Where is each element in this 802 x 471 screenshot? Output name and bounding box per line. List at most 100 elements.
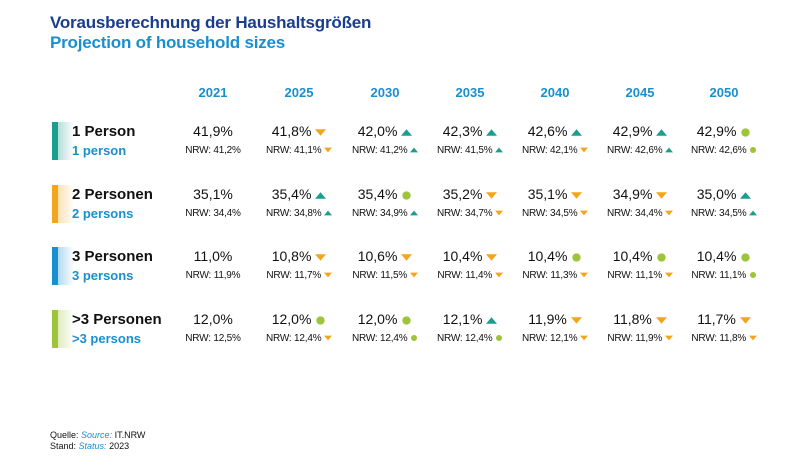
- trend-down-icon: [486, 253, 498, 261]
- nrw-trend-down-icon: [665, 210, 674, 216]
- value-cell: 42,6%: [513, 123, 597, 139]
- nrw-trend-down-icon: [580, 335, 589, 341]
- value-cell: 42,0%: [343, 123, 427, 139]
- nrw-text: NRW: 42,6%: [606, 145, 663, 156]
- nrw-trend-same-icon: [749, 272, 756, 279]
- value-text: 11,8%: [613, 311, 652, 327]
- trend-down-icon: [315, 253, 327, 261]
- year-header-2021: 2021: [198, 85, 228, 100]
- nrw-trend-up-icon: [749, 210, 758, 216]
- row-label-en: >3 persons: [72, 331, 142, 346]
- nrw-text: NRW: 11,1%: [607, 270, 663, 281]
- value-cell: 10,4%: [682, 248, 766, 264]
- value-cell: 10,8%: [257, 248, 341, 264]
- nrw-trend-down-icon: [579, 272, 588, 278]
- nrw-cell: NRW: 42,1%: [513, 145, 597, 156]
- value-text: 35,2%: [442, 186, 483, 202]
- value-cell: 42,9%: [598, 123, 682, 139]
- value-text: 35,0%: [696, 186, 737, 202]
- footer-source-en: Source:: [81, 430, 113, 440]
- nrw-text: NRW: 11,1%: [691, 270, 747, 281]
- title-en: Projection of household sizes: [50, 33, 286, 52]
- nrw-trend-up-icon: [410, 210, 419, 216]
- nrw-cell: NRW: 41,2%: [171, 145, 255, 156]
- value-text: 12,0%: [271, 311, 312, 327]
- year-header-2035: 2035: [455, 85, 485, 100]
- row-color-bar: [52, 310, 74, 348]
- value-text: 11,9%: [528, 311, 567, 327]
- value-text: 12,0%: [193, 311, 233, 327]
- trend-up-icon: [486, 316, 498, 324]
- trend-down-icon: [401, 253, 413, 261]
- value-text: 35,1%: [527, 186, 568, 202]
- nrw-trend-up-icon: [324, 210, 333, 216]
- nrw-trend-same-icon: [749, 147, 757, 154]
- nrw-text: NRW: 34,7%: [436, 208, 493, 219]
- nrw-cell: NRW: 11,9%: [598, 333, 682, 344]
- value-text: 10,4%: [442, 248, 483, 264]
- nrw-cell: NRW: 42,6%: [598, 145, 682, 156]
- nrw-text: NRW: 12,4%: [436, 333, 493, 344]
- nrw-trend-same-icon: [410, 335, 418, 342]
- nrw-text: NRW: 11,3%: [522, 270, 578, 281]
- value-cell: 11,9%: [513, 311, 597, 327]
- value-text: 10,8%: [271, 248, 312, 264]
- nrw-trend-down-icon: [324, 335, 333, 341]
- footer-status-de: Stand:: [50, 441, 77, 451]
- row-color-bar-solid: [52, 122, 58, 160]
- trend-up-icon: [486, 128, 498, 136]
- trend-down-icon: [655, 316, 667, 324]
- nrw-trend-up-icon: [410, 147, 419, 153]
- nrw-text: NRW: 41,2%: [185, 145, 241, 156]
- nrw-cell: NRW: 12,4%: [428, 333, 512, 344]
- nrw-trend-down-icon: [409, 272, 418, 278]
- trend-down-icon: [570, 316, 582, 324]
- nrw-trend-up-icon: [495, 147, 504, 153]
- nrw-trend-down-icon: [495, 210, 504, 216]
- title-de: Vorausberechnung der Haushaltsgrößen: [50, 13, 372, 32]
- nrw-text: NRW: 11,4%: [437, 270, 493, 281]
- nrw-trend-down-icon: [580, 210, 589, 216]
- nrw-cell: NRW: 34,7%: [428, 208, 512, 219]
- footer-source-value: IT.NRW: [114, 430, 146, 440]
- value-text: 35,4%: [357, 186, 398, 202]
- nrw-cell: NRW: 41,2%: [343, 145, 427, 156]
- nrw-text: NRW: 34,9%: [351, 208, 408, 219]
- value-cell: 35,1%: [513, 186, 597, 202]
- nrw-cell: NRW: 12,5%: [171, 333, 255, 344]
- value-cell: 34,9%: [598, 186, 682, 202]
- trend-same-icon: [402, 191, 411, 200]
- nrw-text: NRW: 34,5%: [690, 208, 747, 219]
- nrw-text: NRW: 34,4%: [185, 208, 241, 219]
- nrw-text: NRW: 34,8%: [265, 208, 322, 219]
- nrw-text: NRW: 42,6%: [690, 145, 747, 156]
- nrw-cell: NRW: 11,5%: [343, 270, 427, 281]
- nrw-cell: NRW: 11,1%: [682, 270, 766, 281]
- footer-source: Quelle: Source: IT.NRW: [50, 430, 145, 440]
- nrw-trend-down-icon: [664, 335, 673, 341]
- year-header-2025: 2025: [284, 85, 314, 100]
- nrw-text: NRW: 41,5%: [436, 145, 493, 156]
- nrw-cell: NRW: 34,5%: [682, 208, 766, 219]
- value-text: 42,9%: [612, 123, 653, 139]
- value-cell: 10,4%: [513, 248, 597, 264]
- nrw-text: NRW: 41,1%: [265, 145, 322, 156]
- nrw-cell: NRW: 11,3%: [513, 270, 597, 281]
- nrw-text: NRW: 11,5%: [352, 270, 408, 281]
- value-text: 10,6%: [357, 248, 398, 264]
- nrw-text: NRW: 34,4%: [606, 208, 663, 219]
- value-cell: 35,2%: [428, 186, 512, 202]
- footer-status-en: Status:: [78, 441, 107, 451]
- value-text: 35,1%: [193, 186, 233, 202]
- nrw-cell: NRW: 11,7%: [257, 270, 341, 281]
- nrw-cell: NRW: 11,8%: [682, 333, 766, 344]
- row-color-bar-solid: [52, 247, 58, 285]
- year-header-2040: 2040: [540, 85, 570, 100]
- nrw-trend-down-icon: [664, 272, 673, 278]
- row-label-de: >3 Personen: [72, 311, 162, 328]
- nrw-text: NRW: 11,8%: [691, 333, 747, 344]
- nrw-text: NRW: 11,7%: [266, 270, 322, 281]
- year-header-2030: 2030: [370, 85, 400, 100]
- value-text: 42,6%: [527, 123, 568, 139]
- value-text: 42,3%: [442, 123, 483, 139]
